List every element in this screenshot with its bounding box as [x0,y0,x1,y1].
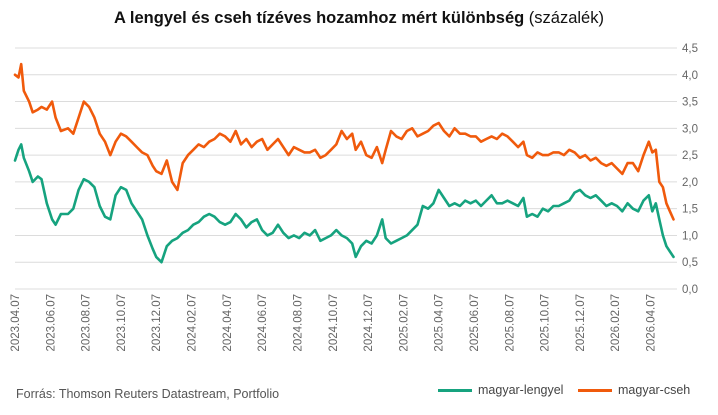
x-tick-label: 2023.04.07 [10,294,22,352]
y-tick-label: 3,0 [682,123,698,135]
x-tick-label: 2025.10.07 [540,294,552,352]
x-tick-label: 2023.08.07 [81,294,93,352]
x-tick-label: 2024.04.07 [222,294,234,352]
y-tick-label: 0,5 [682,257,698,269]
x-tick-label: 2025.12.07 [575,294,587,352]
x-tick-label: 2024.12.07 [363,294,375,352]
chart-title-unit: (százalék) [528,9,604,27]
y-tick-label: 2,0 [682,177,698,189]
x-tick-label: 2025.08.07 [504,294,516,352]
x-tick-label: 2023.10.07 [116,294,128,352]
legend-item-hu-pl: magyar-lengyel [438,383,563,397]
x-tick-label: 2025.04.07 [434,294,446,352]
x-tick-label: 2023.06.07 [45,294,57,352]
legend-swatch-hu-pl [438,389,472,393]
x-tick-label: 2024.10.07 [328,294,340,352]
y-tick-label: 4,5 [682,43,698,55]
chart-title-main: A lengyel és cseh tízéves hozamhoz mért … [114,9,525,27]
legend-swatch-hu-cz [578,389,612,393]
series-line-hu-cz [13,62,675,221]
y-tick-label: 2,5 [682,150,698,162]
legend-label-hu-pl: magyar-lengyel [478,383,564,397]
x-tick-label: 2024.08.07 [292,294,304,352]
legend-item-hu-cz: magyar-cseh [578,383,690,397]
x-tick-label: 2026.04.07 [646,294,658,352]
source-note: Forrás: Thomson Reuters Datastream, Port… [16,387,280,401]
x-tick-label: 2024.06.07 [257,294,269,352]
x-tick-label: 2024.02.07 [187,294,199,352]
y-tick-label: 1,5 [682,204,698,216]
y-tick-label: 0,0 [682,284,698,296]
chart-title: A lengyel és cseh tízéves hozamhoz mért … [0,9,718,28]
legend-label-hu-cz: magyar-cseh [618,383,691,397]
y-tick-label: 1,0 [682,230,698,242]
y-tick-label: 4,0 [682,70,698,82]
x-tick-label: 2026.02.07 [610,294,622,352]
x-tick-label: 2025.06.07 [469,294,481,352]
y-tick-label: 3,5 [682,97,698,109]
series-line-hu-pl [13,143,675,264]
x-tick-label: 2023.12.07 [151,294,163,352]
x-tick-label: 2025.02.07 [398,294,410,352]
